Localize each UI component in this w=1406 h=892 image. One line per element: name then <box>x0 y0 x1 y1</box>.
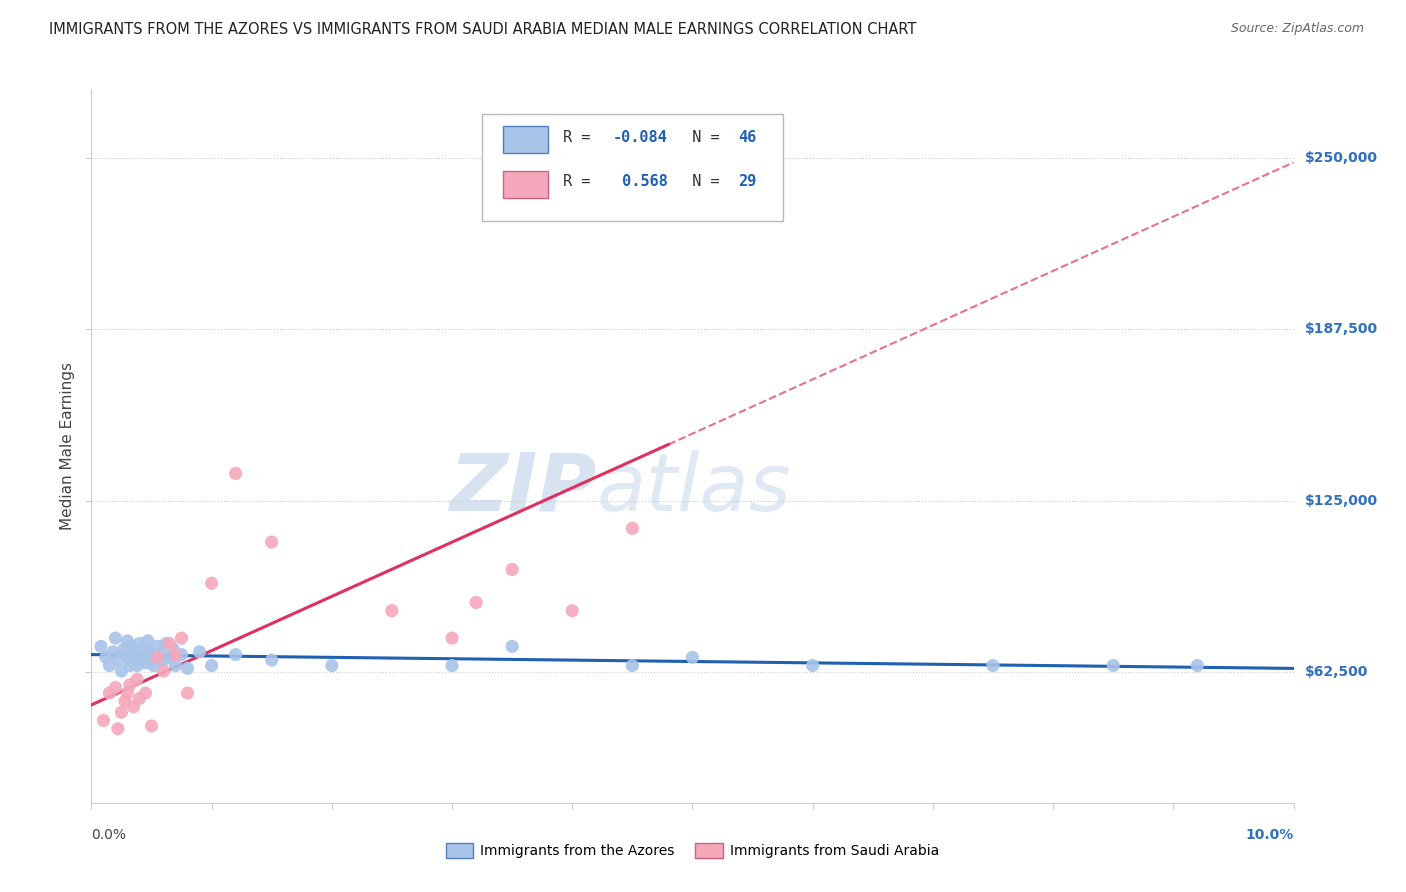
Point <box>134 686 156 700</box>
Point <box>465 595 488 609</box>
Point <box>125 673 148 687</box>
Point <box>141 719 163 733</box>
Point <box>117 633 139 648</box>
Text: R =: R = <box>562 175 599 189</box>
Point <box>134 656 156 670</box>
Text: 0.0%: 0.0% <box>91 828 127 842</box>
Point <box>118 678 141 692</box>
Legend: Immigrants from the Azores, Immigrants from Saudi Arabia: Immigrants from the Azores, Immigrants f… <box>440 838 945 863</box>
Point <box>90 640 112 654</box>
Point <box>107 722 129 736</box>
Point <box>561 604 583 618</box>
Point <box>138 645 160 659</box>
Point <box>225 648 247 662</box>
Point <box>146 650 169 665</box>
Point <box>150 648 173 662</box>
Point <box>98 686 121 700</box>
Text: -0.084: -0.084 <box>613 130 668 145</box>
Point <box>125 658 148 673</box>
Point <box>1187 658 1209 673</box>
Point <box>152 664 174 678</box>
Text: atlas: atlas <box>596 450 792 528</box>
FancyBboxPatch shape <box>502 127 548 153</box>
Point <box>128 691 150 706</box>
Point <box>131 650 153 665</box>
Point <box>104 681 127 695</box>
Text: 10.0%: 10.0% <box>1246 828 1294 842</box>
Point <box>104 631 127 645</box>
Text: IMMIGRANTS FROM THE AZORES VS IMMIGRANTS FROM SAUDI ARABIA MEDIAN MALE EARNINGS : IMMIGRANTS FROM THE AZORES VS IMMIGRANTS… <box>49 22 917 37</box>
Text: N =: N = <box>675 175 730 189</box>
Point <box>128 637 150 651</box>
Y-axis label: Median Male Earnings: Median Male Earnings <box>59 362 75 530</box>
Point <box>122 653 145 667</box>
Point <box>152 653 174 667</box>
Point <box>146 640 169 654</box>
Point <box>107 653 129 667</box>
Point <box>118 650 141 665</box>
Text: Source: ZipAtlas.com: Source: ZipAtlas.com <box>1230 22 1364 36</box>
Text: $62,500: $62,500 <box>1305 665 1368 680</box>
Point <box>125 645 148 659</box>
Text: $125,000: $125,000 <box>1305 494 1378 508</box>
Point <box>94 650 117 665</box>
Point <box>118 658 141 673</box>
Point <box>176 661 198 675</box>
Point <box>621 521 644 535</box>
Text: $250,000: $250,000 <box>1305 151 1378 165</box>
Point <box>117 686 139 700</box>
Point <box>801 658 824 673</box>
Point <box>188 645 211 659</box>
Point <box>120 640 142 654</box>
Point <box>122 699 145 714</box>
Point <box>501 640 523 654</box>
Point <box>155 637 177 651</box>
Point <box>159 637 181 651</box>
Point <box>165 648 187 662</box>
Text: 46: 46 <box>738 130 756 145</box>
Point <box>441 658 464 673</box>
Point <box>321 658 343 673</box>
Point <box>162 642 184 657</box>
Point <box>657 178 679 193</box>
FancyBboxPatch shape <box>482 114 783 221</box>
Point <box>260 653 283 667</box>
Point <box>110 664 132 678</box>
Point <box>93 714 115 728</box>
Text: N =: N = <box>675 130 730 145</box>
Point <box>112 642 135 657</box>
Point <box>159 650 181 665</box>
Point <box>621 658 644 673</box>
Text: R =: R = <box>562 130 599 145</box>
Point <box>141 650 163 665</box>
Text: 0.568: 0.568 <box>613 175 668 189</box>
Point <box>260 535 283 549</box>
Point <box>501 562 523 576</box>
Point <box>201 658 224 673</box>
Point <box>170 631 193 645</box>
Point <box>441 631 464 645</box>
Point <box>225 467 247 481</box>
Point <box>114 648 136 662</box>
Point <box>170 648 193 662</box>
Point <box>101 645 124 659</box>
Point <box>136 633 159 648</box>
Point <box>381 604 404 618</box>
Point <box>681 650 703 665</box>
Point <box>165 658 187 673</box>
Point <box>98 658 121 673</box>
Point <box>176 686 198 700</box>
Text: 29: 29 <box>738 175 756 189</box>
Point <box>981 658 1004 673</box>
Text: $187,500: $187,500 <box>1305 322 1378 336</box>
Point <box>114 694 136 708</box>
Point <box>110 705 132 719</box>
Point <box>201 576 224 591</box>
Text: ZIP: ZIP <box>449 450 596 528</box>
Point <box>134 642 156 657</box>
FancyBboxPatch shape <box>502 170 548 198</box>
Point <box>142 658 165 673</box>
Point <box>1102 658 1125 673</box>
